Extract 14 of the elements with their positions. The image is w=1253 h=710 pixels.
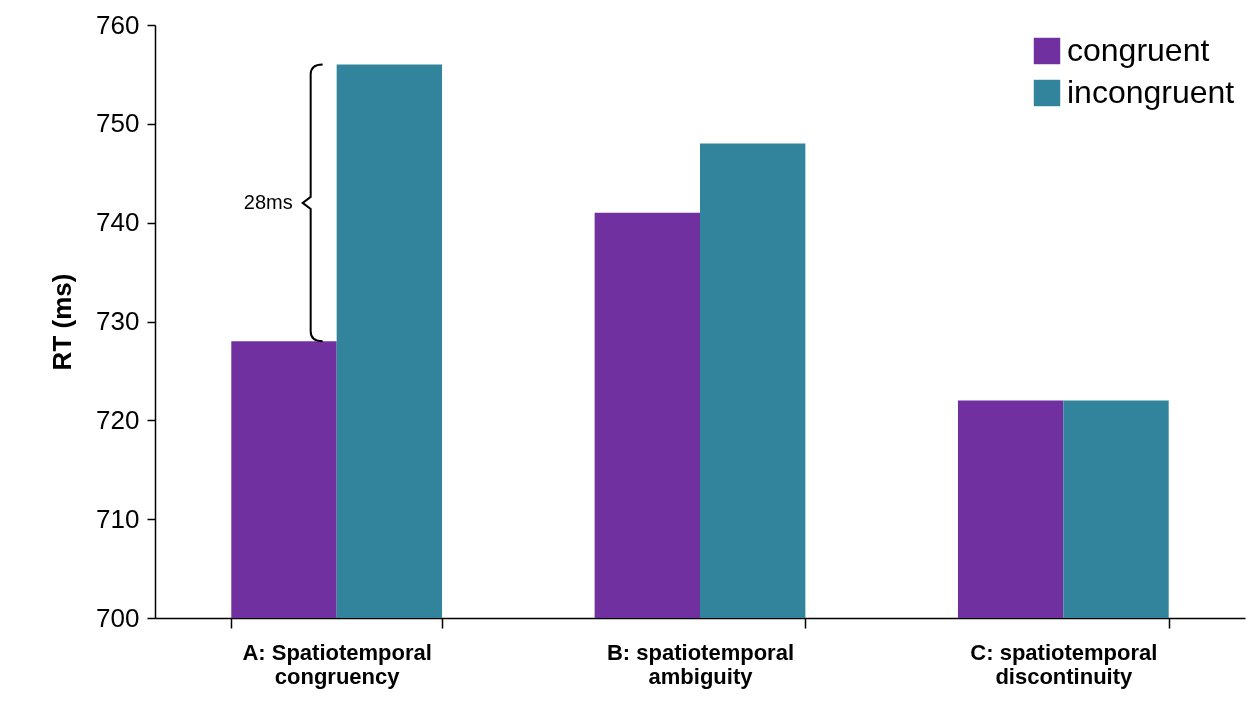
y-tick-label: 710 <box>96 503 140 534</box>
x-tick-label: A: Spatiotemporal congruency <box>242 639 432 689</box>
y-tick-label: 740 <box>96 207 140 238</box>
legend-label: incongruent <box>1067 74 1235 110</box>
y-tick-label: 700 <box>96 602 140 633</box>
y-tick-label: 720 <box>96 404 140 435</box>
y-tick-label: 760 <box>96 9 140 40</box>
annotation: 28ms <box>243 190 293 213</box>
y-axis-title: RT (ms) <box>47 273 78 371</box>
x-tick-label: B: spatiotemporal ambiguity <box>606 639 795 689</box>
y-tick-label: 750 <box>96 108 140 139</box>
y-tick-label: 730 <box>96 306 140 336</box>
legend-label: congruent <box>1067 32 1210 68</box>
x-tick-label: C: spatiotemporal discontinuity <box>970 639 1158 689</box>
